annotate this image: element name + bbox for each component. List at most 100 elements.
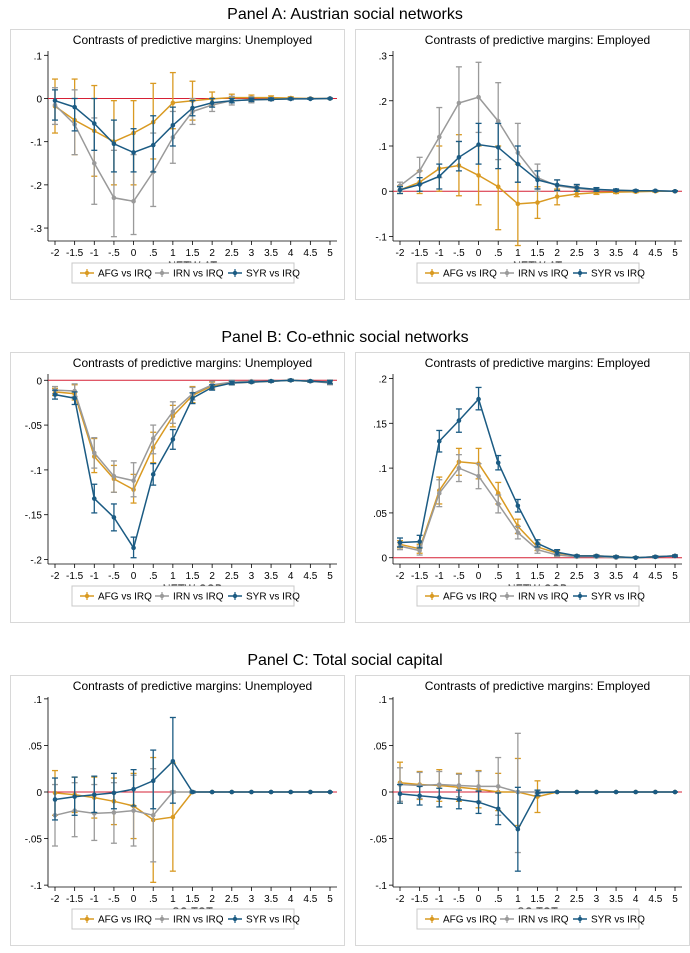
legend-label: IRN vs IRQ [173,592,224,603]
legend-box [416,585,640,607]
data-point [327,789,333,795]
chart-frame [355,675,690,946]
legend-label: AFG vs IRQ [98,592,152,603]
legend-box [416,262,640,284]
data-point [495,806,501,812]
x-tick-label: -.5 [108,894,120,905]
data-point [574,789,580,795]
x-tick-label: 1.5 [531,248,545,259]
x-tick-label: .5 [149,571,158,582]
data-point [672,789,678,795]
data-point [456,155,462,160]
series-3 [397,386,678,561]
x-tick-label: 3 [594,894,600,905]
x-tick-label: -1 [90,894,99,905]
x-tick-label: 2 [554,248,560,259]
data-point [170,122,176,128]
data-point [72,794,77,799]
data-point [436,174,442,179]
x-tick-label: 3 [249,894,255,905]
data-point [111,790,117,796]
data-point [131,786,136,792]
x-tick-label: 2 [554,571,560,582]
chart-title: Contrasts of predictive margins: Employe… [425,356,650,370]
y-tick-label: -.1 [375,232,387,243]
x-tick-label: -1.5 [66,894,84,905]
legend-label: IRN vs IRQ [518,592,569,603]
data-point [436,795,442,800]
data-point [229,380,235,386]
y-tick-label: -.1 [375,881,387,892]
x-tick-label: 3.5 [264,248,278,259]
legend-label: SYR vs IRQ [591,592,645,603]
data-point [170,758,176,764]
x-tick-label: -1.5 [66,571,84,582]
x-tick-label: 4.5 [303,248,317,259]
x-tick-label: -1.5 [411,571,429,582]
data-point [456,100,462,106]
data-point [476,94,481,100]
chart-frame [355,29,690,300]
x-tick-label: -.5 [108,248,120,259]
x-tick-label: .5 [494,894,503,905]
y-tick-label: .1 [34,695,43,706]
x-tick-label: 5 [327,894,333,905]
x-tick-label: 1 [170,248,176,259]
data-point [111,141,117,147]
chart-title: Contrasts of predictive margins: Employe… [425,679,650,693]
y-tick-label: 0 [381,788,387,799]
series-3 [397,122,678,195]
legend-label: IRN vs IRQ [173,269,224,280]
data-point [268,97,274,102]
x-tick-label: -2 [51,894,60,905]
data-point [229,789,235,795]
legend-label: AFG vs IRQ [98,269,152,280]
data-point [131,478,136,483]
data-point [288,789,294,795]
chart-3: Contrasts of predictive margins: Unemplo… [10,352,345,623]
data-point [613,789,619,795]
chart-title: Contrasts of predictive margins: Unemplo… [73,33,312,47]
data-point [111,810,117,815]
data-point [476,473,481,479]
y-tick-label: 0 [36,95,42,106]
legend-label: SYR vs IRQ [591,269,645,280]
x-tick-label: 2.5 [570,894,584,905]
y-tick-label: .1 [379,464,388,475]
series-line [54,379,331,550]
data-point [131,150,136,155]
data-point [613,554,619,560]
data-point [170,409,176,414]
data-point [476,396,481,402]
chart-frame [355,352,690,623]
data-point [72,395,77,401]
legend-label: SYR vs IRQ [246,915,300,926]
x-tick-label: .5 [149,894,158,905]
legend-swatch-dot [429,916,435,922]
data-point [131,808,136,813]
data-point [436,134,442,140]
x-tick-label: 3 [249,248,255,259]
data-point [653,789,658,795]
y-tick-label: .1 [379,695,388,706]
data-point [515,826,521,832]
x-tick-label: -1 [435,571,444,582]
legend-swatch-dot [84,593,90,599]
data-point [72,104,77,110]
x-tick-label: -2 [396,248,405,259]
data-point [633,789,639,795]
data-point [613,188,619,193]
x-tick-label: 1.5 [186,894,200,905]
data-point [308,96,313,102]
data-point [535,547,540,552]
x-tick-label: -1 [435,894,444,905]
data-point [495,184,501,190]
x-tick-label: 3 [594,571,600,582]
x-tick-label: 2 [209,894,215,905]
x-tick-label: 2 [209,571,215,582]
data-point [456,418,462,423]
chart-5: Contrasts of predictive margins: Unemplo… [10,675,345,946]
y-tick-label: .3 [379,52,388,63]
data-point [52,797,58,802]
